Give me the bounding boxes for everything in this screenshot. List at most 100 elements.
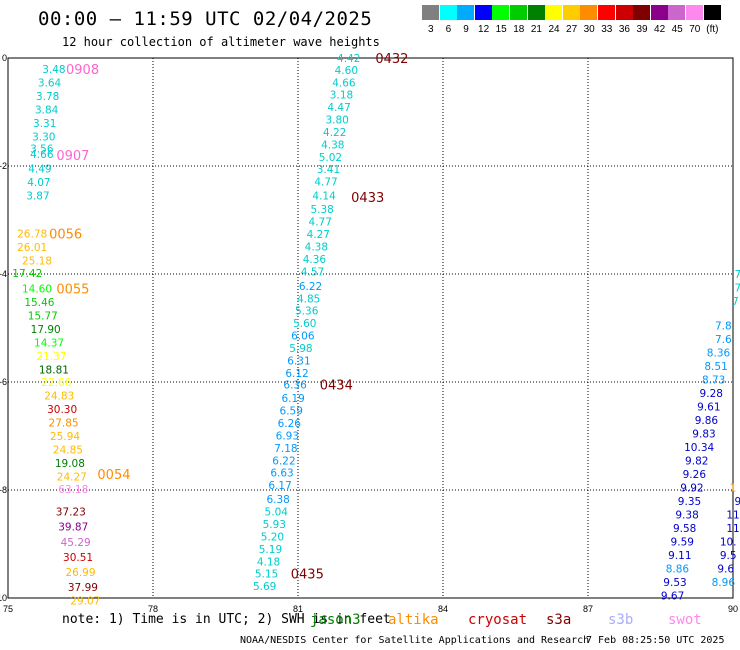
x-tick-label: 90	[728, 604, 738, 614]
swh-value: 9.6	[717, 563, 734, 575]
colorbar-label: 18	[513, 24, 525, 35]
swh-value: 8.86	[666, 563, 690, 575]
swh-value: 14.60	[22, 284, 52, 296]
swh-value: 6.26	[278, 418, 302, 430]
colorbar-label: 15	[495, 24, 507, 35]
swh-value: 30.30	[47, 404, 77, 416]
swh-value: 4.66	[30, 149, 54, 161]
swh-value: 5.15	[255, 569, 278, 581]
swh-value: 5.19	[259, 544, 282, 556]
legend-item-swot: swot	[668, 612, 702, 628]
colorbar-swatch	[615, 5, 633, 20]
colorbar-swatch	[668, 5, 686, 20]
swh-value: 30.51	[63, 552, 93, 564]
swh-value: 3.64	[38, 77, 62, 89]
y-tick-label: -4	[0, 269, 7, 279]
colorbar-swatch	[439, 5, 457, 20]
legend-item-cryosat: cryosat	[468, 612, 528, 628]
colorbar-swatch	[703, 5, 721, 20]
swh-value: 9.58	[673, 523, 696, 535]
swh-value: 4.57	[301, 266, 324, 278]
swh-value: 63.18	[58, 484, 88, 496]
legend-item-s3b: s3b	[608, 612, 634, 628]
swh-value: 9.53	[663, 577, 686, 589]
pass-time-label: 0055	[56, 283, 89, 298]
pass-time-label: 0908	[66, 63, 99, 78]
colorbar-label: 70	[689, 24, 701, 35]
swh-value: 24.27	[57, 472, 87, 484]
swh-value: 4.36	[303, 254, 327, 266]
swh-value: 6.17	[268, 480, 291, 492]
colorbar-label: 27	[566, 24, 578, 35]
y-tick-label: -2	[0, 161, 7, 171]
swh-value: 9.83	[692, 428, 715, 440]
swh-value: 25.94	[50, 431, 80, 443]
swh-value: 4.38	[321, 139, 344, 151]
swh-value: 6.36	[283, 380, 307, 392]
swh-value: 7	[734, 269, 740, 281]
swh-value: 3.31	[33, 118, 56, 130]
swh-value: 8.96	[712, 577, 736, 589]
swh-value: 10.34	[684, 442, 714, 454]
swh-value: 7	[732, 296, 739, 308]
pass-time-label: 0907	[56, 149, 89, 164]
swh-value: 1	[730, 482, 737, 494]
swh-value: 3.41	[317, 164, 340, 176]
swh-value: 8.51	[704, 361, 727, 373]
swh-value: 3.18	[330, 90, 353, 102]
y-tick-label: 0	[2, 53, 7, 63]
colorbar-label: 6	[445, 24, 452, 35]
swh-value: 9.61	[697, 401, 720, 413]
pass-time-label: 0054	[97, 468, 130, 483]
swh-value: 8.73	[702, 374, 725, 386]
x-tick-label: 75	[3, 604, 13, 614]
swh-value: 5.93	[263, 519, 286, 531]
colorbar-swatch	[686, 5, 703, 20]
swh-value: 4.47	[327, 102, 350, 114]
swh-value: 4.60	[335, 65, 358, 77]
swh-value: 39.87	[58, 522, 88, 534]
pass-time-label: 0056	[49, 228, 82, 243]
colorbar-label: 45	[671, 24, 683, 35]
colorbar-label: 24	[548, 24, 560, 35]
swh-value: 9.82	[685, 455, 708, 467]
pass-time-label: 0435	[291, 568, 324, 583]
swh-value: 24.83	[44, 391, 74, 403]
swh-value: 9.38	[675, 509, 698, 521]
colorbar-label: 3	[428, 24, 434, 35]
swh-value: 5.36	[295, 306, 319, 318]
colorbar-label: 42	[654, 24, 666, 35]
swh-value: 10.	[720, 536, 737, 548]
swh-value: 27.85	[49, 418, 79, 430]
y-tick-label: -10	[0, 593, 7, 603]
colorbar-swatch	[650, 5, 668, 20]
swh-value: 5.04	[265, 507, 289, 519]
swh-value: 18.81	[39, 365, 69, 377]
swh-value: 6.06	[291, 331, 315, 343]
credit-text: NOAA/NESDIS Center for Satellite Applica…	[240, 635, 590, 646]
swh-value: 26.99	[65, 567, 95, 579]
swh-value: 19.08	[55, 458, 85, 470]
colorbar-swatch	[422, 5, 439, 20]
map-frame	[7, 57, 734, 599]
colorbar-label: 12	[478, 24, 490, 35]
swh-value: 7.18	[274, 443, 297, 455]
x-tick-label: 84	[438, 604, 448, 614]
legend-item-altika: altika	[388, 612, 439, 628]
swh-value: 9.11	[668, 550, 691, 562]
map-subtitle: 12 hour collection of altimeter wave hei…	[62, 35, 380, 49]
swh-value: 26.01	[17, 242, 47, 254]
swh-value: 6.31	[287, 355, 310, 367]
swh-value: 9.92	[680, 482, 703, 494]
swh-value: 37.99	[68, 582, 98, 594]
swh-value: 7.6	[715, 334, 732, 346]
swh-value: 26.78	[17, 229, 47, 241]
footnote: note: 1) Time is in UTC; 2) SWH is in fe…	[62, 612, 391, 627]
swh-value: 4.18	[257, 556, 280, 568]
swh-value: 4.22	[323, 127, 346, 139]
swh-value: 22.66	[41, 377, 71, 389]
colorbar-swatch	[510, 5, 527, 20]
colorbar-label: 9	[463, 24, 469, 35]
swh-value: 4.77	[314, 177, 337, 189]
